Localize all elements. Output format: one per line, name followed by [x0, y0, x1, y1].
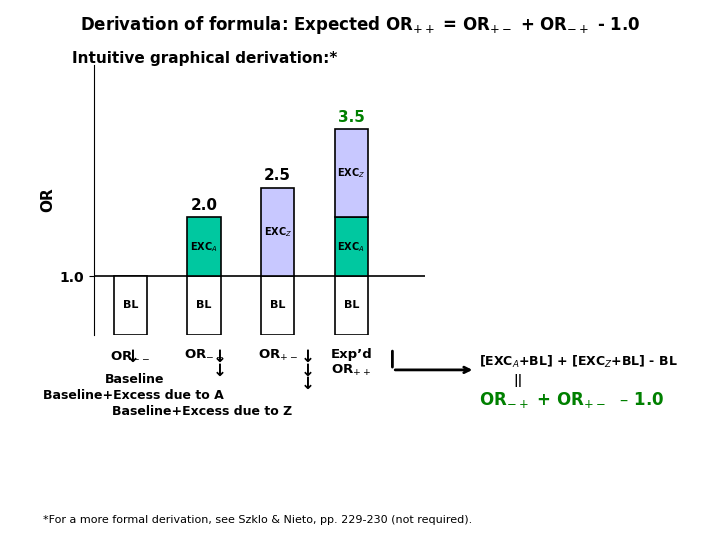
Bar [114, 276, 147, 335]
Text: EXC$_Z$: EXC$_Z$ [337, 166, 365, 180]
Text: EXC$_A$: EXC$_A$ [338, 240, 365, 254]
Bar [261, 188, 294, 276]
Text: EXC$_A$: EXC$_A$ [190, 240, 217, 254]
Text: [EXC$_A$+BL] + [EXC$_Z$+BL] - BL: [EXC$_A$+BL] + [EXC$_Z$+BL] - BL [479, 354, 678, 370]
Text: ↓: ↓ [212, 348, 227, 366]
Text: BL: BL [197, 300, 212, 310]
Text: ↓: ↓ [301, 375, 315, 393]
Text: ↓: ↓ [301, 348, 315, 366]
Text: OR$_{-+}$: OR$_{-+}$ [184, 348, 224, 363]
Text: ↓: ↓ [301, 362, 315, 380]
Text: 2.0: 2.0 [191, 198, 217, 213]
Bar [335, 276, 368, 335]
Text: Intuitive graphical derivation:*: Intuitive graphical derivation:* [72, 51, 338, 66]
Bar [187, 218, 220, 276]
Text: ||: || [514, 374, 523, 387]
Text: Baseline+Excess due to A: Baseline+Excess due to A [43, 389, 224, 402]
Text: OR$_{-+}$ + OR$_{+-}$  – 1.0: OR$_{-+}$ + OR$_{+-}$ – 1.0 [479, 390, 664, 410]
Text: BL: BL [343, 300, 359, 310]
Text: EXC$_Z$: EXC$_Z$ [264, 225, 292, 239]
Text: 2.5: 2.5 [264, 168, 291, 184]
Text: Baseline: Baseline [104, 373, 164, 386]
Text: *For a more formal derivation, see Szklo & Nieto, pp. 229-230 (not required).: *For a more formal derivation, see Szklo… [43, 515, 472, 525]
Text: OR$_{+-}$: OR$_{+-}$ [258, 348, 297, 363]
Bar [335, 130, 368, 218]
Bar [335, 218, 368, 276]
Text: 3.5: 3.5 [338, 110, 364, 125]
Text: Derivation of formula: Expected OR$_{++}$ = OR$_{+-}$ + OR$_{-+}$ - 1.0: Derivation of formula: Expected OR$_{++}… [80, 14, 640, 36]
Bar [261, 276, 294, 335]
Y-axis label: OR: OR [40, 187, 55, 212]
Text: BL: BL [122, 300, 138, 310]
Text: BL: BL [270, 300, 285, 310]
Text: OR$_{--}$: OR$_{--}$ [110, 348, 150, 361]
Bar [187, 276, 220, 335]
Text: ↓: ↓ [212, 362, 227, 380]
Text: ↓: ↓ [126, 348, 140, 366]
Text: Baseline+Excess due to Z: Baseline+Excess due to Z [112, 405, 292, 418]
Text: Exp’d
OR$_{++}$: Exp’d OR$_{++}$ [330, 348, 372, 378]
